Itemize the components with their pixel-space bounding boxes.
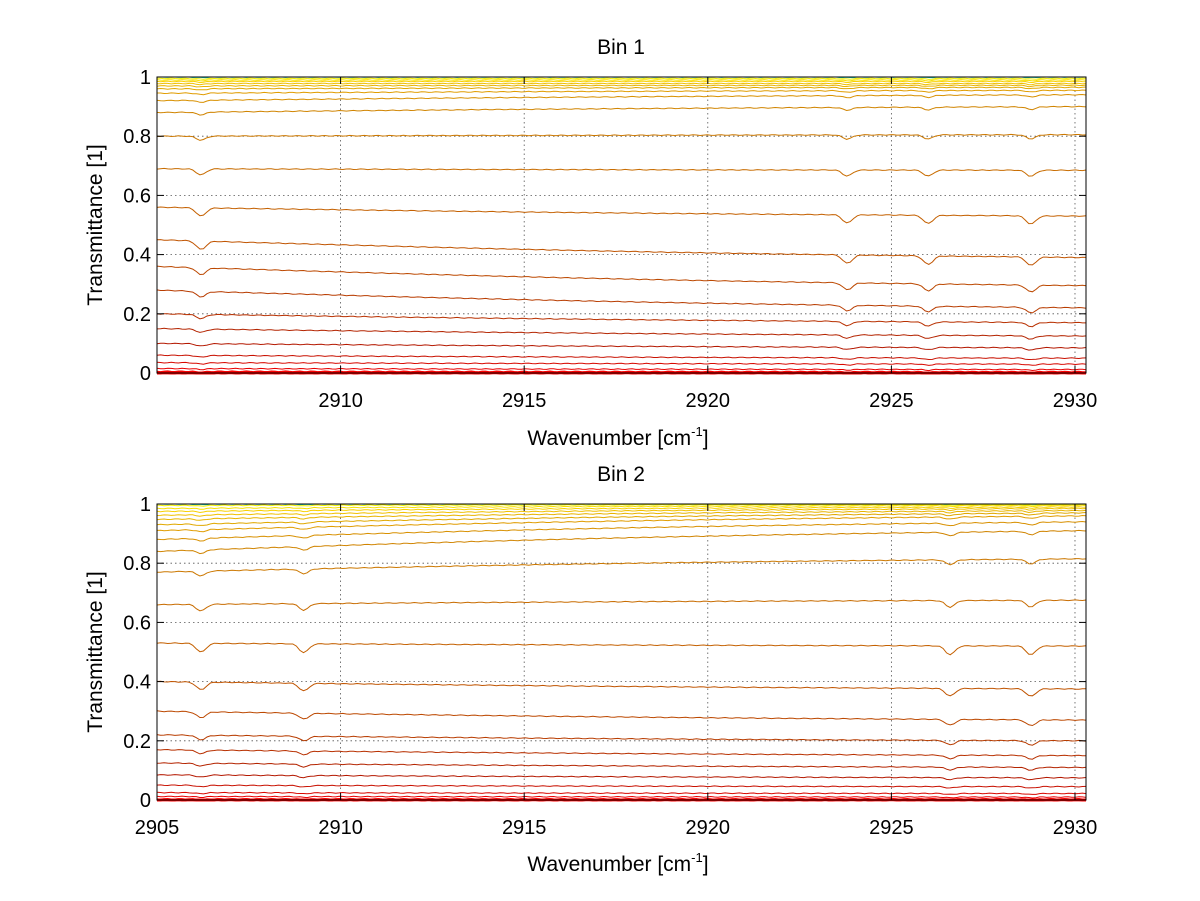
series-group-2 bbox=[156, 503, 1087, 802]
x-tick-label: 2905 bbox=[135, 817, 180, 839]
chart-title-1: Bin 1 bbox=[597, 36, 645, 59]
series-line bbox=[156, 599, 1087, 612]
series-line bbox=[156, 265, 1087, 293]
y-tick-label: 0 bbox=[140, 363, 151, 385]
series-line bbox=[156, 642, 1087, 656]
series-line bbox=[156, 507, 1087, 517]
series-line bbox=[156, 784, 1087, 789]
chart-title-2: Bin 2 bbox=[597, 463, 645, 486]
series-line bbox=[156, 206, 1087, 225]
x-axis-label-text-2: Wavenumber [cm bbox=[527, 853, 691, 876]
y-tick-label: 0.2 bbox=[123, 304, 151, 326]
series-line bbox=[156, 82, 1087, 86]
series-line bbox=[156, 520, 1087, 542]
x-axis-label-1: Wavenumber [cm-1] bbox=[527, 424, 708, 450]
series-line bbox=[156, 79, 1087, 82]
y-tick-label: 0.4 bbox=[123, 672, 151, 694]
series-line bbox=[156, 504, 1087, 510]
x-axis-label-2: Wavenumber [cm-1] bbox=[527, 850, 708, 876]
y-tick-label: 0.6 bbox=[123, 185, 151, 207]
series-line bbox=[156, 313, 1086, 328]
series-line bbox=[156, 680, 1087, 697]
y-tick-label: 0.6 bbox=[123, 612, 151, 634]
gridlines-1 bbox=[157, 76, 1086, 374]
y-ticks-1: 0 0.2 0.4 0.6 0.8 1 bbox=[123, 67, 1086, 385]
x-ticks-2: 2905 2910 2915 2920 2925 2930 bbox=[135, 504, 1097, 839]
x-axis-label-suffix-2: ] bbox=[703, 853, 709, 876]
series-line bbox=[156, 133, 1087, 141]
series-line bbox=[156, 506, 1087, 514]
y-ticks-2: 0 0.2 0.4 0.6 0.8 1 bbox=[123, 494, 1086, 812]
y-tick-label: 0 bbox=[140, 790, 151, 812]
series-line bbox=[156, 289, 1087, 314]
series-line bbox=[156, 509, 1087, 521]
series-group-1 bbox=[156, 76, 1087, 375]
series-line bbox=[156, 167, 1087, 177]
series-line bbox=[156, 529, 1087, 555]
gridlines-2 bbox=[156, 503, 1086, 801]
x-axis-label-suffix-1: ] bbox=[703, 427, 709, 450]
series-line bbox=[157, 558, 1087, 577]
series-line bbox=[156, 503, 1087, 507]
x-tick-label: 2920 bbox=[686, 390, 731, 412]
series-line bbox=[156, 367, 1087, 372]
y-tick-label: 1 bbox=[140, 494, 151, 516]
y-tick-label: 0.8 bbox=[123, 126, 151, 148]
x-tick-label: 2910 bbox=[318, 390, 363, 412]
series-line bbox=[156, 795, 1087, 799]
series-line bbox=[156, 774, 1087, 781]
plot-frame-1 bbox=[156, 76, 1087, 374]
series-line bbox=[156, 239, 1087, 266]
y-tick-label: 0.4 bbox=[123, 245, 151, 267]
x-axis-label-exponent-1: -1 bbox=[691, 424, 703, 439]
series-line bbox=[156, 734, 1087, 746]
y-tick-label: 0.8 bbox=[123, 553, 151, 575]
series-line bbox=[156, 342, 1087, 351]
y-tick-label: 0.2 bbox=[123, 731, 151, 753]
x-tick-label: 2915 bbox=[502, 817, 547, 839]
chart-panel-2: Bin 2 2905 2910 2915 2920 2925 2930 0 0.2 0.4 0.… bbox=[84, 463, 1097, 876]
x-tick-label: 2920 bbox=[686, 817, 731, 839]
series-line bbox=[156, 762, 1087, 771]
series-line bbox=[156, 84, 1087, 88]
series-line bbox=[156, 93, 1087, 103]
series-line bbox=[156, 514, 1087, 533]
series-line bbox=[156, 77, 1087, 80]
series-line bbox=[156, 512, 1087, 526]
series-line bbox=[156, 80, 1087, 84]
y-tick-label: 1 bbox=[140, 67, 151, 89]
plot-frame-2 bbox=[156, 503, 1087, 801]
series-line bbox=[156, 710, 1087, 727]
y-axis-label-1: Transmittance [1] bbox=[84, 144, 107, 305]
series-line bbox=[156, 86, 1087, 91]
series-line bbox=[157, 89, 1087, 96]
x-tick-label: 2915 bbox=[502, 390, 547, 412]
x-ticks-1: 2910 2915 2920 2925 2930 bbox=[318, 77, 1097, 412]
y-axis-label-2: Transmittance [1] bbox=[84, 571, 107, 732]
x-tick-label: 2910 bbox=[318, 817, 363, 839]
series-line bbox=[156, 105, 1087, 116]
x-tick-label: 2930 bbox=[1053, 390, 1098, 412]
x-axis-label-exponent-2: -1 bbox=[691, 850, 703, 865]
series-line bbox=[156, 791, 1087, 795]
x-tick-label: 2925 bbox=[869, 390, 914, 412]
x-axis-label-text-1: Wavenumber [cm bbox=[527, 427, 691, 450]
chart-panel-1: Bin 1 2910 2915 2920 2925 2930 0 0.2 0.4 0.6 0.8… bbox=[84, 36, 1097, 450]
series-line bbox=[156, 361, 1087, 366]
x-tick-label: 2925 bbox=[869, 817, 914, 839]
series-line bbox=[156, 748, 1086, 760]
series-line bbox=[156, 354, 1087, 361]
x-tick-label: 2930 bbox=[1053, 817, 1098, 839]
series-line bbox=[156, 327, 1087, 340]
